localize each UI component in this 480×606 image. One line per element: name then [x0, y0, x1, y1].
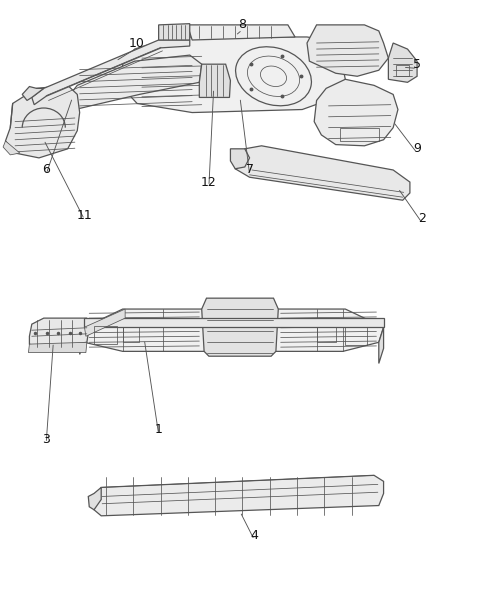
- Text: 11: 11: [77, 209, 92, 222]
- Text: 6: 6: [42, 164, 50, 176]
- Polygon shape: [22, 87, 44, 101]
- Polygon shape: [28, 342, 87, 353]
- Polygon shape: [202, 298, 278, 356]
- Text: 5: 5: [413, 58, 421, 71]
- Polygon shape: [187, 25, 295, 40]
- Polygon shape: [88, 487, 101, 510]
- Polygon shape: [3, 141, 20, 155]
- Text: 8: 8: [239, 18, 246, 32]
- Polygon shape: [199, 64, 230, 98]
- Polygon shape: [158, 24, 190, 40]
- Bar: [317, 327, 336, 342]
- Text: 9: 9: [413, 142, 421, 155]
- Bar: [339, 128, 379, 141]
- Text: 12: 12: [201, 176, 217, 188]
- Bar: [345, 327, 367, 345]
- Polygon shape: [230, 149, 250, 169]
- Bar: [123, 327, 140, 342]
- Text: 10: 10: [129, 36, 145, 50]
- Polygon shape: [32, 40, 190, 105]
- Polygon shape: [94, 475, 384, 516]
- Polygon shape: [84, 318, 384, 327]
- Polygon shape: [29, 318, 89, 348]
- Polygon shape: [388, 43, 417, 82]
- Polygon shape: [84, 309, 125, 336]
- Polygon shape: [379, 327, 384, 364]
- Text: 3: 3: [42, 433, 50, 445]
- Polygon shape: [235, 146, 410, 200]
- Polygon shape: [314, 79, 398, 146]
- Polygon shape: [120, 37, 345, 113]
- Polygon shape: [68, 55, 202, 110]
- Text: 4: 4: [251, 529, 258, 542]
- Text: 1: 1: [155, 424, 163, 436]
- Polygon shape: [84, 309, 384, 351]
- Polygon shape: [307, 25, 388, 76]
- Polygon shape: [5, 85, 80, 158]
- Text: 7: 7: [246, 164, 253, 176]
- Bar: [396, 65, 409, 76]
- Bar: [94, 326, 117, 344]
- Polygon shape: [80, 327, 84, 355]
- Text: 2: 2: [418, 212, 426, 225]
